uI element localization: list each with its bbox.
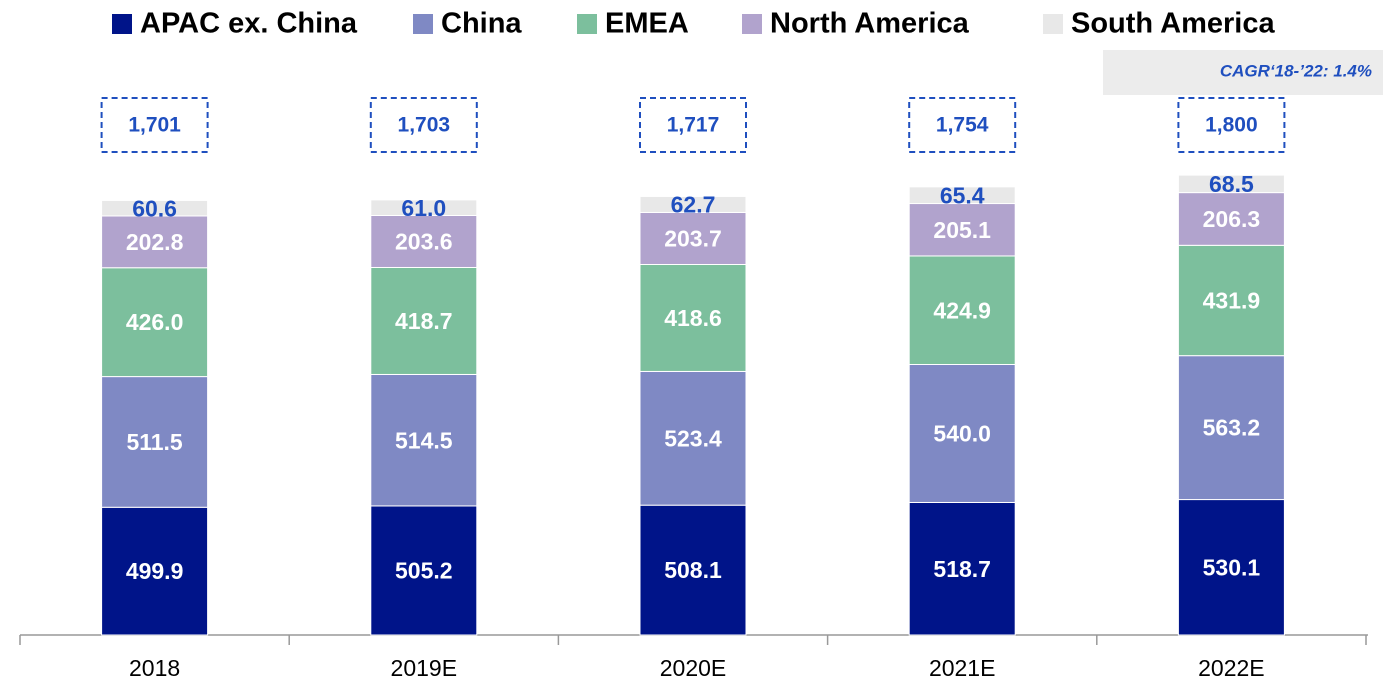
value-label: 540.0 <box>933 421 991 447</box>
legend-swatch <box>742 14 762 34</box>
value-label: 60.6 <box>132 195 177 221</box>
total-label: 1,800 <box>1205 114 1258 137</box>
total-label: 1,754 <box>936 114 989 137</box>
value-label: 426.0 <box>126 309 184 335</box>
value-label: 431.9 <box>1203 288 1261 314</box>
value-label: 563.2 <box>1203 415 1261 441</box>
bar-segment <box>1177 244 1285 357</box>
value-label: 511.5 <box>126 429 182 455</box>
bar-segment <box>101 199 209 217</box>
value-label: 505.2 <box>395 558 453 584</box>
total-label: 1,717 <box>667 114 720 137</box>
legend-label: China <box>441 8 522 40</box>
bar-segment <box>908 186 1016 205</box>
total-box <box>1177 97 1286 153</box>
x-tick-label: 2018 <box>129 655 180 681</box>
bar-segment <box>1177 174 1285 194</box>
value-label: 523.4 <box>664 425 722 451</box>
value-label: 499.9 <box>126 558 184 584</box>
total-box <box>369 97 478 153</box>
legend-label: North America <box>770 8 970 40</box>
value-label: 418.6 <box>664 305 722 331</box>
x-tick-label: 2019E <box>391 655 458 681</box>
bar-segment <box>370 373 478 507</box>
bar-segment <box>370 214 478 268</box>
value-label: 518.7 <box>933 556 991 582</box>
annotation-box <box>1103 50 1383 95</box>
total-label: 1,703 <box>398 114 451 137</box>
bar-segment <box>639 263 747 372</box>
legend-swatch <box>577 14 597 34</box>
total-label: 1,701 <box>128 114 181 137</box>
legend-swatch <box>1043 14 1063 34</box>
value-label: 508.1 <box>664 557 722 583</box>
legend-swatch <box>413 14 433 34</box>
bar-segment <box>370 266 478 375</box>
bar-segment <box>908 501 1016 636</box>
bar-segment <box>101 376 209 508</box>
value-label: 418.7 <box>395 308 453 334</box>
value-label: 68.5 <box>1209 171 1254 197</box>
legend-label: EMEA <box>605 8 689 40</box>
total-box <box>639 97 747 153</box>
x-tick-label: 2022E <box>1198 655 1265 681</box>
bar-segment <box>101 267 209 378</box>
bar-segment <box>1177 355 1285 501</box>
value-label: 530.1 <box>1203 554 1261 580</box>
value-label: 206.3 <box>1203 206 1261 232</box>
value-label: 205.1 <box>933 217 991 243</box>
value-label: 203.6 <box>395 229 453 255</box>
value-label: 61.0 <box>401 195 446 221</box>
total-box <box>908 97 1017 153</box>
bar-segment <box>639 370 747 506</box>
bar-segment <box>370 505 478 636</box>
bar-segment <box>639 195 747 213</box>
bar-segment <box>908 364 1016 503</box>
x-tick-label: 2020E <box>660 655 727 681</box>
legend-swatch <box>112 14 132 34</box>
bar-segment <box>370 199 478 216</box>
total-box <box>100 97 209 153</box>
value-label: 65.4 <box>940 182 985 208</box>
bar-segment <box>639 504 747 636</box>
bar-segment <box>1177 499 1285 636</box>
value-label: 62.7 <box>671 192 716 218</box>
value-label: 202.8 <box>126 229 184 255</box>
bar-segment <box>101 215 209 269</box>
value-label: 514.5 <box>395 427 453 453</box>
legend-label: South America <box>1071 8 1275 40</box>
annotation: CAGR‘18-’22: 1.4% <box>1220 61 1372 80</box>
value-label: 203.7 <box>664 226 722 252</box>
legend-label: APAC ex. China <box>140 8 358 40</box>
value-label: 424.9 <box>933 297 991 323</box>
x-tick-label: 2021E <box>929 655 996 681</box>
